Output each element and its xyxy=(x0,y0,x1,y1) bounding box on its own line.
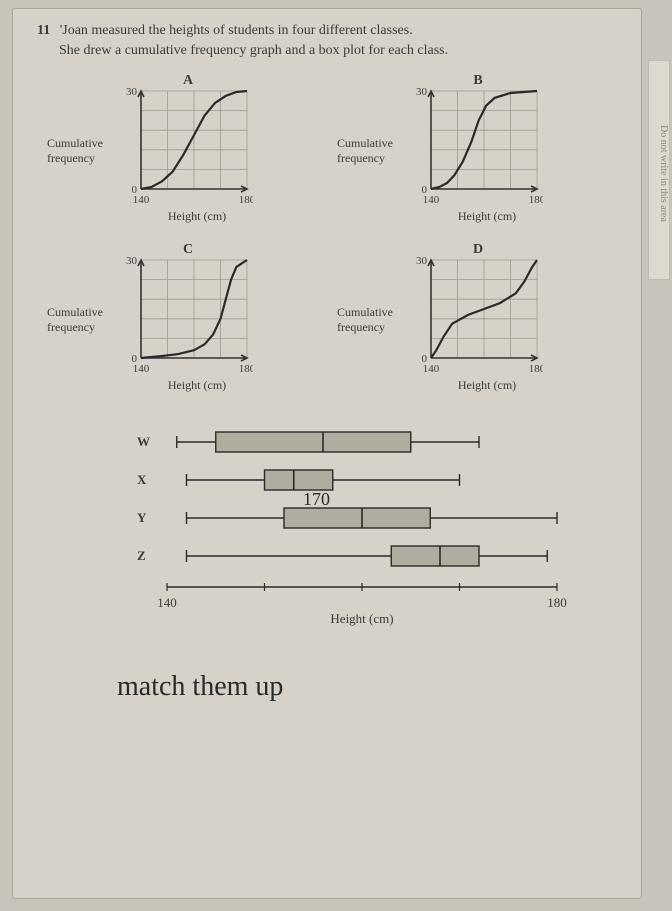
ylabel2: frequency xyxy=(47,320,95,334)
question-text-1: 'Joan measured the heights of students i… xyxy=(60,23,413,38)
charts-grid: CumulativefrequencyA300140180Height (cm)… xyxy=(47,77,617,393)
y-axis-label: Cumulativefrequency xyxy=(47,305,117,334)
cf-chart-B: 300140180 xyxy=(413,77,543,207)
ylabel2: frequency xyxy=(337,320,385,334)
svg-text:140: 140 xyxy=(423,363,440,375)
svg-text:180: 180 xyxy=(529,194,543,206)
ylabel1: Cumulative xyxy=(337,305,393,319)
x-axis-label: Height (cm) xyxy=(431,378,543,393)
margin-note: Do not write in this area xyxy=(648,60,670,280)
boxplot-svg: W X Y Z 140 180 Height (cm) xyxy=(137,413,577,653)
svg-text:140: 140 xyxy=(133,363,150,375)
y-axis-label: Cumulativefrequency xyxy=(47,136,117,165)
ylabel1: Cumulative xyxy=(47,305,103,319)
chart-title-B: B xyxy=(413,73,543,89)
x-axis-label: Height (cm) xyxy=(141,209,253,224)
chart-cell-B: CumulativefrequencyB300140180Height (cm) xyxy=(337,77,617,224)
svg-text:180: 180 xyxy=(547,595,567,610)
svg-text:Y: Y xyxy=(137,510,147,525)
chart-wrap-D: D300140180Height (cm) xyxy=(413,246,543,393)
page: 11 'Joan measured the heights of student… xyxy=(12,8,642,899)
ylabel2: frequency xyxy=(337,151,385,165)
ylabel1: Cumulative xyxy=(337,136,393,150)
svg-text:180: 180 xyxy=(239,194,253,206)
ylabel1: Cumulative xyxy=(47,136,103,150)
question-line-1: 11 'Joan measured the heights of student… xyxy=(37,23,617,39)
svg-text:140: 140 xyxy=(133,194,150,206)
chart-cell-D: CumulativefrequencyD300140180Height (cm) xyxy=(337,246,617,393)
question-line-2: She drew a cumulative frequency graph an… xyxy=(59,43,617,59)
chart-cell-C: CumulativefrequencyC300140180Height (cm) xyxy=(47,246,327,393)
hand-annotation-170: 170 xyxy=(303,489,330,510)
chart-wrap-B: B300140180Height (cm) xyxy=(413,77,543,224)
svg-text:X: X xyxy=(137,472,147,487)
boxplot-area: WXYZ140180Height (cm) xyxy=(137,413,557,653)
chart-wrap-C: C300140180Height (cm) xyxy=(123,246,253,393)
svg-text:140: 140 xyxy=(423,194,440,206)
chart-title-C: C xyxy=(123,242,253,258)
svg-text:180: 180 xyxy=(239,363,253,375)
ylabel2: frequency xyxy=(47,151,95,165)
svg-text:140: 140 xyxy=(157,595,177,610)
cf-chart-C: 300140180 xyxy=(123,246,253,376)
question-number: 11 xyxy=(37,23,50,38)
chart-cell-A: CumulativefrequencyA300140180Height (cm) xyxy=(47,77,327,224)
x-axis-label: Height (cm) xyxy=(141,378,253,393)
chart-title-A: A xyxy=(123,73,253,89)
y-axis-label: Cumulativefrequency xyxy=(337,136,407,165)
svg-text:Height (cm): Height (cm) xyxy=(330,611,393,626)
x-axis-label: Height (cm) xyxy=(431,209,543,224)
chart-wrap-A: A300140180Height (cm) xyxy=(123,77,253,224)
chart-title-D: D xyxy=(413,242,543,258)
svg-text:180: 180 xyxy=(529,363,543,375)
handwritten-instruction: match them up xyxy=(117,671,617,703)
y-axis-label: Cumulativefrequency xyxy=(337,305,407,334)
cf-chart-A: 300140180 xyxy=(123,77,253,207)
svg-text:Z: Z xyxy=(137,548,146,563)
svg-text:W: W xyxy=(137,434,150,449)
cf-chart-D: 300140180 xyxy=(413,246,543,376)
